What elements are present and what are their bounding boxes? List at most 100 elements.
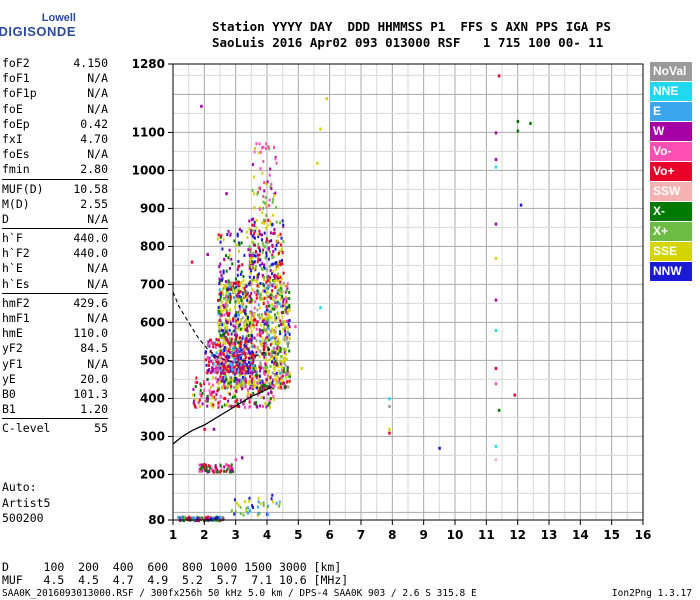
echo-point — [237, 324, 240, 328]
echo-point — [249, 250, 252, 253]
echo-point — [255, 293, 258, 297]
echo-point — [248, 253, 251, 257]
echo-point — [273, 231, 276, 235]
echo-point — [281, 360, 284, 364]
echo-point — [286, 287, 289, 290]
echo-point — [281, 259, 283, 262]
echo-point — [225, 301, 228, 305]
echo-point — [261, 316, 264, 320]
echo-point — [259, 378, 262, 382]
echo-point — [223, 305, 226, 309]
echo-point — [245, 292, 248, 296]
echo-point — [256, 192, 259, 196]
echo-point — [287, 309, 290, 313]
echo-point — [268, 204, 270, 208]
param-value: 440.0 — [73, 231, 108, 246]
echo-point — [285, 297, 288, 301]
echo-point — [263, 325, 265, 329]
echo-point — [237, 265, 240, 269]
echo-point — [250, 292, 253, 295]
echo-point — [274, 318, 277, 322]
echo-point — [197, 516, 200, 520]
echo-point — [288, 308, 291, 312]
echo-point — [231, 361, 234, 364]
echo-point — [264, 196, 267, 199]
echo-point — [285, 306, 288, 310]
echo-point — [279, 291, 282, 295]
echo-point — [263, 275, 266, 279]
echo-point — [282, 370, 285, 374]
echo-point — [266, 295, 269, 299]
echo-point — [262, 282, 265, 286]
echo-point — [271, 385, 274, 389]
echo-point — [217, 321, 219, 325]
echo-point — [228, 287, 231, 291]
echo-point — [266, 241, 269, 245]
param-key: B0 — [2, 386, 16, 401]
echo-point — [238, 381, 241, 385]
echo-point — [224, 397, 227, 401]
param-value: 1.20 — [80, 402, 108, 417]
echo-point — [225, 284, 228, 288]
echo-point — [214, 376, 217, 380]
echo-point — [270, 308, 273, 312]
echo-point — [263, 265, 265, 269]
echo-point — [215, 360, 218, 364]
legend-item-ssw: SSW — [650, 182, 692, 201]
echo-point — [255, 405, 258, 408]
echo-point — [236, 398, 239, 402]
echo-point — [270, 316, 273, 320]
echo-point — [222, 271, 225, 275]
echo-point — [237, 361, 240, 365]
echo-point — [226, 350, 229, 354]
echo-point — [272, 213, 275, 217]
echo-point — [206, 515, 209, 519]
echo-point — [286, 326, 289, 330]
echo-point — [200, 104, 203, 108]
echo-point — [245, 370, 248, 374]
echo-point — [243, 324, 246, 328]
echo-point — [257, 242, 260, 246]
echo-point — [287, 322, 290, 326]
echo-point — [257, 505, 259, 509]
echo-point — [220, 469, 223, 473]
echo-point — [177, 515, 180, 519]
echo-point — [250, 229, 252, 233]
echo-point — [265, 213, 268, 217]
echo-point — [235, 350, 238, 354]
echo-point — [254, 243, 256, 247]
echo-point — [266, 290, 269, 294]
echo-point — [259, 333, 262, 337]
echo-point — [223, 465, 226, 469]
param-row: foEp 0.42 — [2, 117, 108, 132]
echo-point — [221, 333, 224, 337]
echo-point — [275, 161, 278, 165]
echo-point — [272, 366, 275, 370]
echo-point — [212, 427, 216, 431]
echo-point — [238, 243, 241, 247]
echo-point — [199, 392, 202, 396]
echo-point — [240, 378, 243, 382]
echo-point — [196, 381, 199, 384]
echo-point — [274, 247, 277, 251]
echo-point — [257, 151, 260, 155]
echo-point — [220, 362, 223, 366]
echo-point — [283, 284, 286, 288]
echo-point — [247, 499, 250, 503]
param-row: h`F 440.0 — [2, 231, 108, 246]
echo-point — [279, 385, 282, 389]
echo-point — [227, 256, 230, 260]
echo-point — [247, 315, 249, 319]
echo-point — [264, 312, 267, 316]
ionogram-chart: 1 2 3 4 5 6 7 8 9 10 11 12 13 14 15 1680200300400500600… — [132, 57, 652, 542]
echo-point — [232, 324, 235, 328]
echo-point — [286, 369, 289, 373]
echo-point — [225, 291, 228, 295]
echo-point — [240, 363, 243, 367]
echo-point — [216, 237, 219, 241]
echo-point — [226, 308, 228, 312]
chart-grid — [172, 64, 644, 520]
echo-point — [237, 353, 240, 357]
param-value: N/A — [87, 211, 108, 226]
echo-point — [245, 316, 248, 320]
